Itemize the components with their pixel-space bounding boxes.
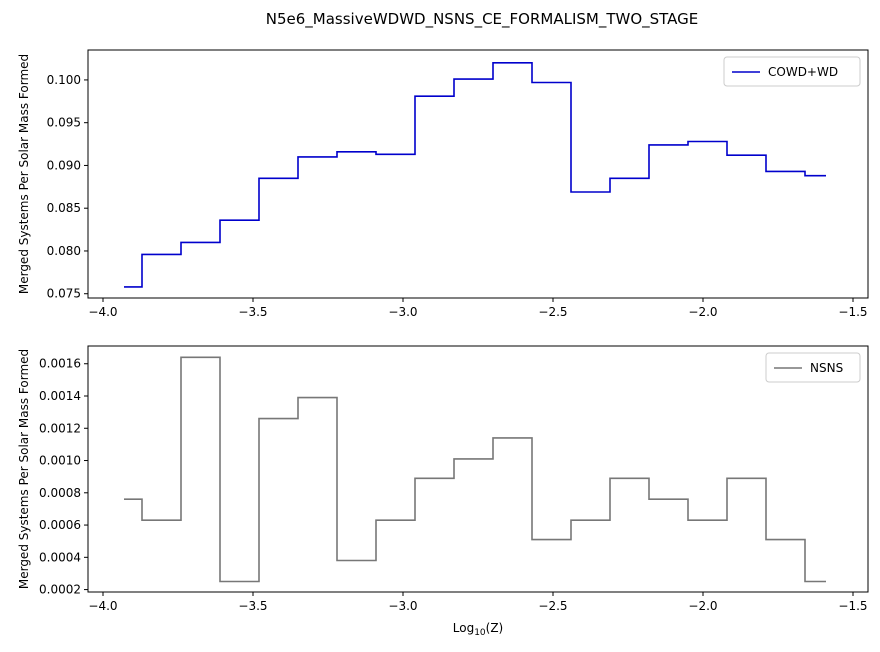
y-tick-label: 0.080 — [47, 244, 81, 258]
x-axis-label: Log10(Z) — [453, 621, 503, 638]
x-tick-label: −3.0 — [388, 305, 417, 319]
y-tick-label: 0.090 — [47, 158, 81, 172]
y-axis-label: Merged Systems Per Solar Mass Formed — [17, 54, 31, 294]
axes-frame — [87, 345, 869, 593]
legend-label: NSNS — [810, 361, 843, 375]
x-tick-label: −2.5 — [538, 305, 567, 319]
y-tick-label: 0.0016 — [39, 357, 81, 371]
legend-box — [765, 352, 861, 383]
y-axis-label: Merged Systems Per Solar Mass Formed — [17, 349, 31, 589]
y-tick-label: 0.0004 — [39, 550, 81, 564]
y-tick-label: 0.0014 — [39, 389, 81, 403]
y-tick-label: 0.095 — [47, 116, 81, 130]
x-tick-label: −2.0 — [688, 599, 717, 613]
y-tick-label: 0.0012 — [39, 421, 81, 435]
y-tick-label: 0.075 — [47, 287, 81, 301]
x-tick-label: −3.5 — [238, 305, 267, 319]
x-tick-label: −2.5 — [538, 599, 567, 613]
axes-frame — [87, 49, 869, 299]
series-line-2-1 — [124, 356, 826, 583]
x-tick-label: −2.0 — [688, 305, 717, 319]
series-line-1-1 — [124, 62, 826, 288]
y-tick-label: 0.0006 — [39, 518, 81, 532]
y-tick-label: 0.085 — [47, 201, 81, 215]
legend: NSNS — [765, 352, 861, 383]
x-tick-label: −3.0 — [388, 599, 417, 613]
x-tick-label: −4.0 — [88, 599, 117, 613]
y-tick-label: 0.0002 — [39, 583, 81, 597]
x-tick-label: −1.5 — [838, 599, 867, 613]
y-tick-label: 0.0010 — [39, 454, 81, 468]
x-tick-label: −4.0 — [88, 305, 117, 319]
legend-label: COWD+WD — [768, 65, 838, 79]
chart-panel-2: −4.0 −3.5 −3.0 −2.5 −2.0 −1.5 0.0002 0.0004 0.00… — [17, 345, 869, 638]
legend: COWD+WD — [723, 56, 861, 87]
x-tick-label: −1.5 — [838, 305, 867, 319]
y-tick-label: 0.100 — [47, 73, 81, 87]
x-tick-label: −3.5 — [238, 599, 267, 613]
y-tick-label: 0.0008 — [39, 486, 81, 500]
legend-box — [723, 56, 861, 87]
figure-title: N5e6_MassiveWDWD_NSNS_CE_FORMALISM_TWO_S… — [266, 10, 699, 29]
chart-panel-1: −4.0 −3.5 −3.0 −2.5 −2.0 −1.5 0.075 0.080 0.085 0… — [17, 49, 869, 319]
